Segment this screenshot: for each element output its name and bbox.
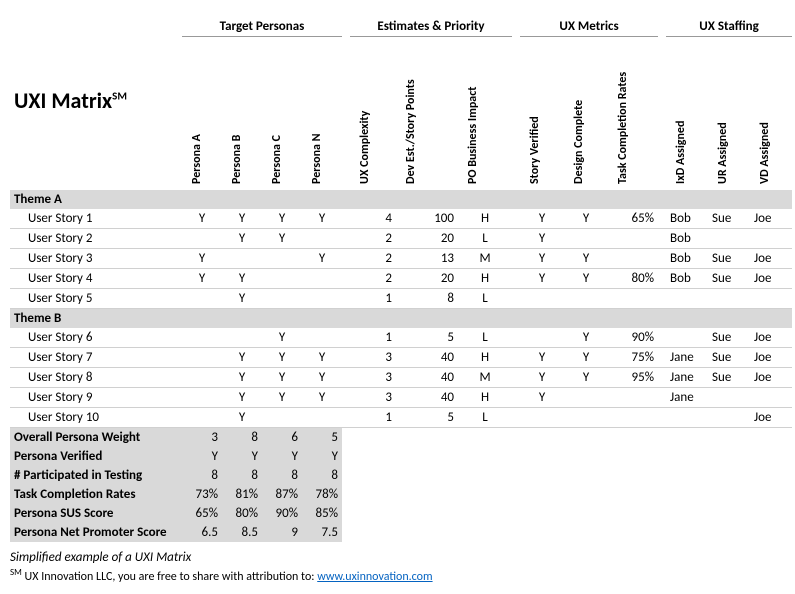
summary-row: Overall Persona Weight3865: [10, 428, 792, 448]
col-header: UR Assigned: [708, 37, 750, 191]
col-header: Task Completion Rates: [608, 37, 658, 191]
story-row: User Story 10Y15LJoe: [10, 408, 792, 428]
summary-row: Persona VerifiedYYYY: [10, 447, 792, 466]
group-staffing: UX Staffing: [666, 10, 792, 37]
story-row: User Story 2YY220LYBob: [10, 229, 792, 249]
summary-row: Persona SUS Score65%80%90%85%: [10, 504, 792, 523]
col-header: Design Complete: [564, 37, 608, 191]
uxi-matrix-table: UXI MatrixSM Target Personas Estimates &…: [10, 10, 792, 542]
col-header: VD Assigned: [750, 37, 792, 191]
summary-row: Task Completion Rates73%81%87%78%: [10, 485, 792, 504]
col-header: Persona N: [302, 37, 342, 191]
col-header: Story Verified: [520, 37, 564, 191]
col-header: UX Complexity: [350, 37, 396, 191]
story-row: User Story 5Y18L: [10, 289, 792, 309]
col-header: Persona C: [262, 37, 302, 191]
group-metrics: UX Metrics: [520, 10, 658, 37]
story-row: User Story 9YYY340HYJane: [10, 388, 792, 408]
summary-row: # Participated in Testing8888: [10, 466, 792, 485]
story-row: User Story 7YYY340HYY75%JaneSueJoe: [10, 348, 792, 368]
story-row: User Story 3YY213MYYBobSueJoe: [10, 249, 792, 269]
theme-row: Theme A: [10, 190, 792, 209]
story-row: User Story 8YYY340MYY95%JaneSueJoe: [10, 368, 792, 388]
col-header: Dev Est./Story Points: [396, 37, 458, 191]
col-header: IxD Assigned: [666, 37, 708, 191]
group-personas: Target Personas: [182, 10, 342, 37]
footer-attribution: SM UX Innovation LLC, you are free to sh…: [10, 567, 785, 584]
col-header: Persona A: [182, 37, 222, 191]
group-estimates: Estimates & Priority: [350, 10, 512, 37]
footer-caption: Simplified example of a UXI Matrix: [10, 550, 785, 565]
col-header: PO Business Impact: [458, 37, 512, 191]
story-row: User Story 1YYYY4100HYY65%BobSueJoe: [10, 209, 792, 229]
story-row: User Story 4YY220HYY80%BobSueJoe: [10, 269, 792, 289]
theme-row: Theme B: [10, 309, 792, 329]
story-row: User Story 6Y15LY90%SueJoe: [10, 328, 792, 348]
col-header: Persona B: [222, 37, 262, 191]
summary-row: Persona Net Promoter Score6.58.597.5: [10, 523, 792, 542]
attribution-link[interactable]: www.uxinnovation.com: [317, 570, 432, 584]
page-title: UXI MatrixSM: [10, 10, 174, 190]
